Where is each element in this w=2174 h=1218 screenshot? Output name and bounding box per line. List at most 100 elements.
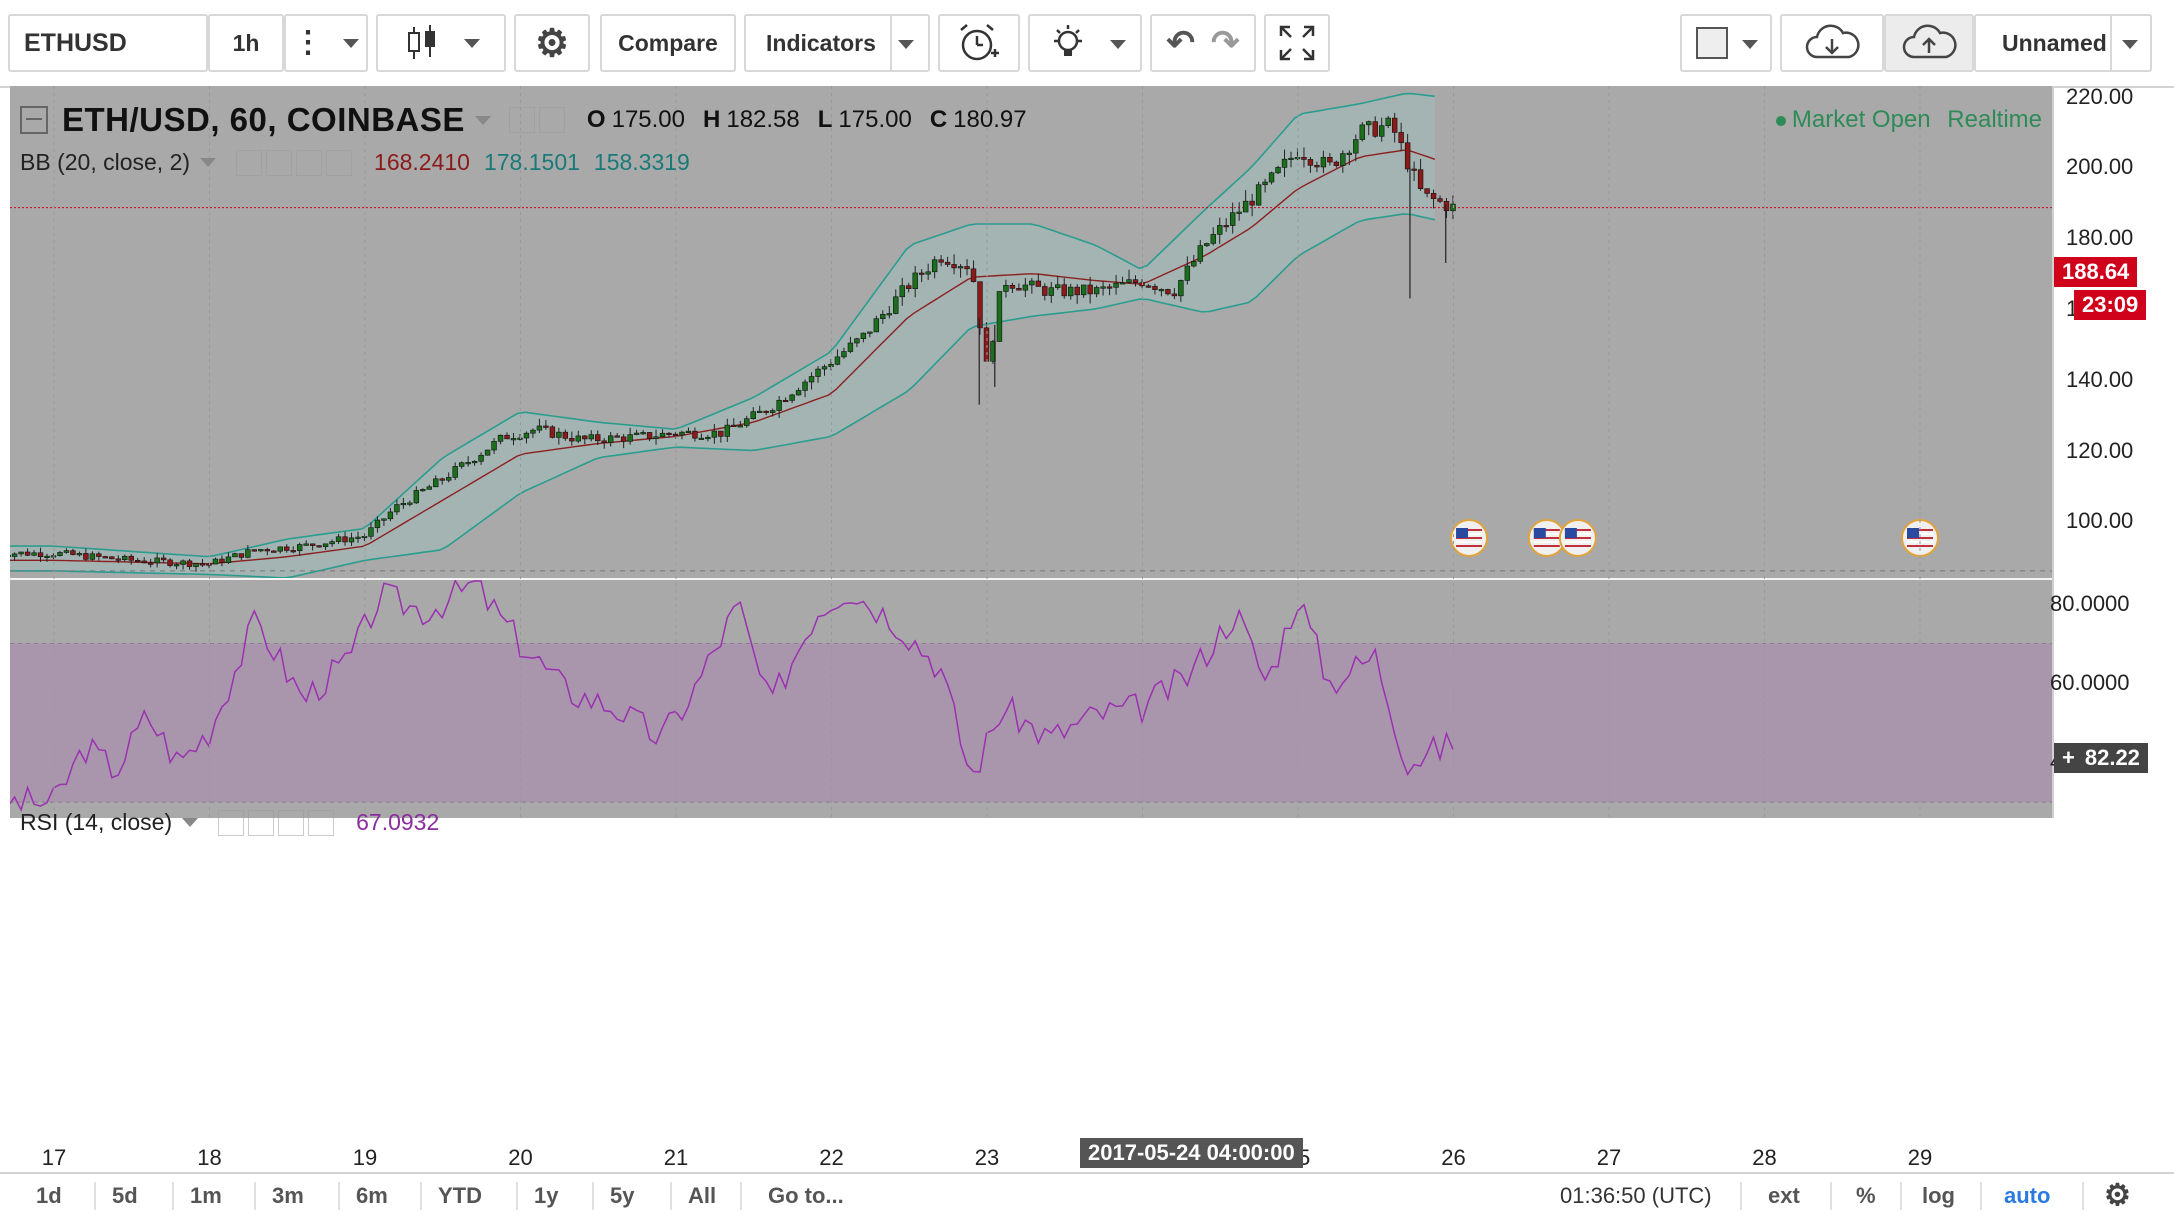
indicators-button[interactable]: Indicators bbox=[744, 14, 930, 72]
chart-area[interactable] bbox=[10, 86, 2054, 1134]
separator bbox=[254, 1182, 256, 1210]
range-button-5d[interactable]: 5d bbox=[112, 1183, 138, 1208]
close-icon[interactable] bbox=[326, 149, 353, 176]
gear-icon[interactable] bbox=[538, 107, 565, 133]
candle-body bbox=[1178, 280, 1184, 297]
candle-body bbox=[342, 536, 348, 543]
candle-body bbox=[1055, 284, 1061, 288]
load-layout-button[interactable] bbox=[1780, 14, 1884, 72]
ext-button[interactable]: ext bbox=[1768, 1183, 1800, 1208]
interval-button[interactable]: 1h bbox=[208, 14, 284, 72]
candle-body bbox=[983, 327, 990, 362]
close-icon[interactable] bbox=[308, 809, 335, 836]
candle-body bbox=[828, 364, 834, 367]
candle-body bbox=[1320, 157, 1327, 168]
gear-icon[interactable]: ⚙ bbox=[2104, 1179, 2131, 1212]
candle-body bbox=[1217, 225, 1223, 235]
range-button-1m[interactable]: 1m bbox=[190, 1183, 222, 1208]
eye-icon[interactable] bbox=[236, 149, 263, 176]
candle-body bbox=[996, 291, 1003, 342]
range-button-5y[interactable]: 5y bbox=[610, 1183, 635, 1208]
alert-button[interactable] bbox=[938, 14, 1020, 72]
range-button-3m[interactable]: 3m bbox=[272, 1183, 304, 1208]
rsi-title[interactable]: RSI (14, close) bbox=[20, 809, 173, 835]
candle-body bbox=[1443, 201, 1450, 212]
candle-body bbox=[1113, 282, 1119, 288]
drawing-style-button[interactable] bbox=[1680, 14, 1772, 72]
candle-body bbox=[659, 432, 666, 438]
utc-clock[interactable]: 01:36:50 (UTC) bbox=[1560, 1183, 1712, 1208]
bb-title[interactable]: BB (20, close, 2) bbox=[20, 149, 191, 175]
candle-body bbox=[906, 285, 912, 289]
candle-body bbox=[880, 314, 886, 319]
candle-body bbox=[834, 356, 841, 365]
redo-icon[interactable]: ↷ bbox=[1211, 24, 1240, 62]
settings-button[interactable]: ⚙ bbox=[514, 14, 590, 72]
interval-menu-button[interactable]: ⋮ bbox=[284, 14, 368, 72]
crosshair-price-value: 82.22 bbox=[2084, 745, 2140, 770]
time-tick: 19 bbox=[352, 1145, 378, 1170]
candle-body bbox=[1158, 289, 1165, 292]
bb-legend: BB (20, close, 2) 168.2410 178.1501 158.… bbox=[20, 149, 690, 176]
crosshair-time-tag: 2017-05-24 04:00:00 bbox=[1080, 1138, 1303, 1168]
range-button-1y[interactable]: 1y bbox=[534, 1183, 559, 1208]
candle-body bbox=[1119, 282, 1126, 285]
symbol-search-button[interactable]: ETHUSD bbox=[8, 14, 208, 72]
compare-button[interactable]: Compare bbox=[600, 14, 736, 72]
rsi-pane[interactable] bbox=[10, 578, 2052, 818]
eye-icon[interactable] bbox=[218, 809, 245, 836]
percent-button[interactable]: % bbox=[1856, 1183, 1876, 1208]
save-layout-button[interactable] bbox=[1884, 14, 1974, 72]
range-button-6m[interactable]: 6m bbox=[356, 1183, 388, 1208]
candle-body bbox=[348, 537, 355, 543]
plus-icon[interactable] bbox=[296, 149, 323, 176]
plus-icon[interactable]: + bbox=[2062, 745, 2075, 770]
eye-icon[interactable] bbox=[508, 107, 535, 133]
candle-body bbox=[381, 518, 387, 521]
price-pane[interactable] bbox=[10, 86, 2052, 579]
candle-body bbox=[523, 432, 530, 439]
candle-body bbox=[679, 431, 685, 436]
goto-button[interactable]: Go to... bbox=[768, 1183, 844, 1208]
candle-body bbox=[219, 558, 225, 563]
candle-body bbox=[102, 556, 109, 559]
log-button[interactable]: log bbox=[1922, 1183, 1955, 1208]
plus-icon[interactable] bbox=[278, 809, 305, 836]
collapse-legend-icon[interactable] bbox=[20, 106, 48, 134]
gear-icon[interactable] bbox=[266, 149, 293, 176]
realtime-label: Realtime bbox=[1947, 106, 2042, 133]
range-button-ytd[interactable]: YTD bbox=[438, 1183, 482, 1208]
candle-body bbox=[737, 425, 743, 428]
bb-lower-line bbox=[10, 213, 1435, 579]
chart-style-button[interactable] bbox=[376, 14, 506, 72]
range-button-1d[interactable]: 1d bbox=[36, 1183, 62, 1208]
layout-name-button[interactable]: Unnamed bbox=[1974, 14, 2152, 72]
undo-icon[interactable]: ↶ bbox=[1166, 24, 1196, 62]
candle-body bbox=[769, 410, 776, 413]
series-title[interactable]: ETH/USD, 60, COINBASE bbox=[62, 101, 465, 138]
candle-body bbox=[873, 318, 880, 333]
candle-body bbox=[109, 556, 115, 560]
chevron-down-icon[interactable] bbox=[474, 115, 491, 125]
flag-stripe bbox=[1533, 533, 1560, 535]
candle-body bbox=[10, 554, 11, 558]
candle-body bbox=[1029, 280, 1035, 286]
chevron-down-icon[interactable] bbox=[182, 818, 199, 827]
candle-body bbox=[510, 438, 517, 441]
candle-body bbox=[750, 411, 756, 419]
range-button-all[interactable]: All bbox=[688, 1183, 717, 1208]
separator bbox=[670, 1182, 672, 1210]
top-toolbar: ETHUSD 1h ⋮ ⚙ Compare Indicators ↶ ↷ U bbox=[0, 0, 2174, 88]
candle-body bbox=[841, 351, 847, 358]
candle-body bbox=[1353, 139, 1359, 154]
gear-icon[interactable] bbox=[248, 809, 275, 836]
candle-body bbox=[57, 552, 63, 556]
chevron-down-icon[interactable] bbox=[200, 158, 217, 167]
ideas-button[interactable] bbox=[1028, 14, 1142, 72]
candle-body bbox=[1314, 165, 1320, 168]
auto-scale-button[interactable]: auto bbox=[2004, 1183, 2051, 1208]
fullscreen-button[interactable] bbox=[1264, 14, 1330, 72]
chevron-down-icon bbox=[1742, 40, 1758, 49]
cloud-download-icon bbox=[1805, 24, 1860, 59]
candle-body bbox=[296, 544, 303, 552]
